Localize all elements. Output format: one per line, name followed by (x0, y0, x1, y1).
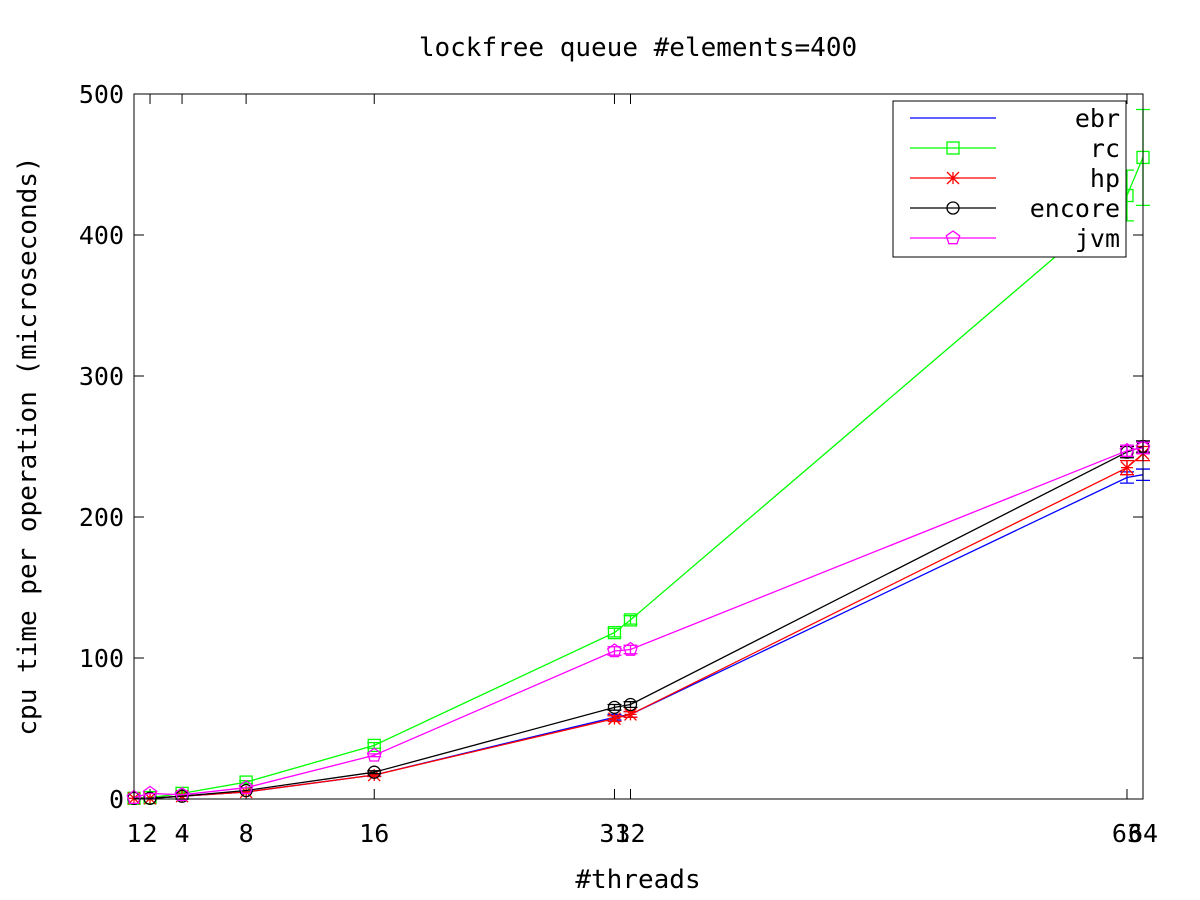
data-point-rc (607, 625, 622, 640)
legend-label-hp: hp (1090, 164, 1120, 193)
legend-item-encore: encore (910, 194, 1120, 223)
data-point-rc (367, 738, 381, 753)
data-point-jvm (126, 789, 142, 804)
data-point-encore (367, 765, 381, 779)
plot-frame (133, 93, 1144, 800)
data-point-rc (623, 613, 638, 627)
data-point-encore (623, 697, 638, 712)
data-point-encore (239, 783, 253, 798)
x-tick-label: 63 (1112, 819, 1142, 848)
legend-label-encore: encore (1030, 194, 1120, 223)
x-tick-label: 1 (126, 819, 141, 848)
series-line-jvm (133, 447, 1144, 799)
x-tick-label: 16 (359, 819, 389, 848)
chart-title: lockfree queue #elements=400 (419, 33, 857, 63)
y-tick-label: 200 (79, 503, 124, 532)
y-tick-label: 500 (79, 80, 124, 109)
y-tick-label: 300 (79, 362, 124, 391)
data-point-hp (367, 768, 381, 782)
data-point-jvm (1119, 442, 1135, 458)
data-point-hp (1120, 461, 1134, 475)
legend-label-rc: rc (1090, 134, 1120, 163)
legend-marker-rc (946, 141, 960, 155)
series-hp (127, 445, 1150, 805)
x-tick-label: 4 (175, 819, 190, 848)
legend-item-hp: hp (910, 164, 1120, 193)
legend-box (892, 100, 1127, 258)
data-point-hp (239, 785, 253, 799)
legend-label-jvm: jvm (1075, 224, 1120, 253)
x-tick-label: 8 (239, 819, 254, 848)
legend-item-jvm: jvm (910, 224, 1120, 253)
legend-marker-jvm (945, 230, 961, 245)
data-point-hp (624, 707, 637, 721)
x-axis-title: #threads (575, 865, 700, 895)
legend-item-rc: rc (910, 134, 1120, 163)
data-point-hp (608, 712, 621, 726)
series-jvm (126, 440, 1151, 804)
data-point-jvm (174, 786, 190, 802)
legend-label-ebr: ebr (1075, 104, 1120, 133)
data-point-encore (143, 791, 157, 805)
y-tick-label: 400 (79, 221, 124, 250)
data-point-jvm (623, 641, 638, 656)
series-line-ebr (134, 474, 1144, 799)
y-tick-label: 100 (79, 644, 124, 673)
legend-marker-hp (946, 171, 960, 185)
x-tick-label: 2 (142, 819, 157, 848)
data-point-jvm (238, 779, 254, 795)
series-encore (127, 439, 1150, 805)
error-bar-jvm (367, 753, 382, 758)
x-tick-label: 32 (615, 819, 645, 848)
data-point-jvm (366, 747, 382, 762)
error-bar-rc (607, 627, 622, 638)
y-tick-label: 0 (109, 785, 124, 814)
error-bar-encore (367, 770, 382, 775)
legend-item-ebr: ebr (910, 104, 1120, 133)
data-point-encore (607, 700, 622, 714)
error-bar-rc (623, 615, 638, 625)
legend-marker-encore (946, 201, 960, 215)
data-point-jvm (607, 643, 622, 658)
series-line-encore (134, 445, 1144, 799)
x-tick-label: 31 (599, 819, 629, 848)
x-tick-label: 64 (1128, 819, 1158, 848)
y-axis-title: cpu time per operation (microseconds) (13, 156, 43, 735)
